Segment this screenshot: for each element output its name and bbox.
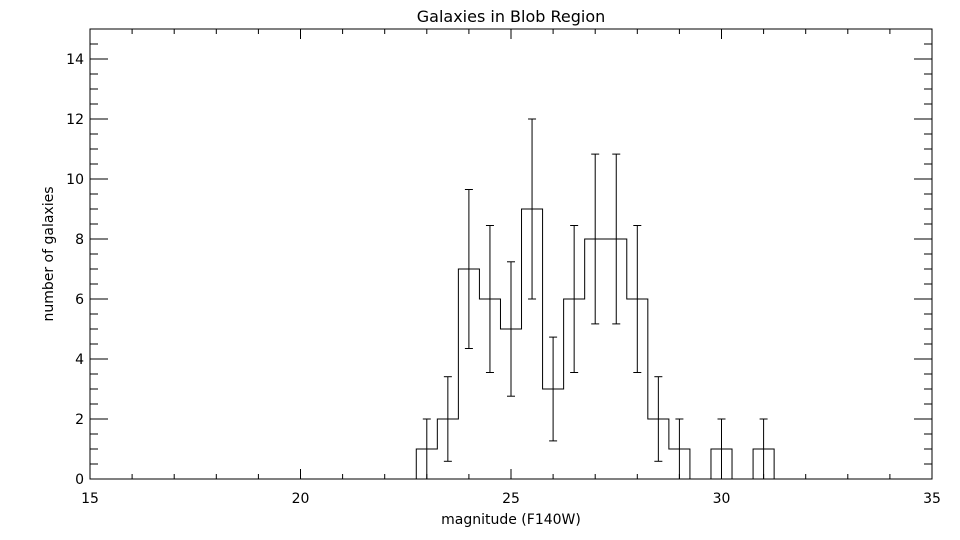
y-tick-label: 10 (66, 172, 84, 188)
error-bar (759, 418, 768, 480)
plot-frame (89, 28, 933, 480)
y-tick-label: 6 (75, 292, 84, 308)
y-tick-label: 4 (75, 352, 84, 368)
y-tick-label: 14 (66, 52, 84, 68)
x-tick-label: 35 (923, 491, 941, 507)
error-bar (570, 225, 579, 373)
x-tick-label: 25 (502, 491, 520, 507)
y-tick-label: 0 (75, 472, 84, 488)
y-tick-label: 12 (66, 112, 84, 128)
y-axis-label: number of galaxies (41, 186, 57, 321)
error-bar (675, 418, 684, 480)
x-tick-label: 30 (713, 491, 731, 507)
error-bar (612, 153, 621, 325)
chart-title: Galaxies in Blob Region (417, 7, 606, 26)
error-bar (654, 376, 663, 462)
error-bar (633, 225, 642, 373)
x-tick-label: 15 (81, 491, 99, 507)
error-bar (717, 418, 726, 480)
error-bar (485, 225, 494, 373)
axis-ticks (89, 28, 933, 480)
error-bars (422, 118, 768, 480)
error-bar (464, 189, 473, 349)
y-tick-label: 8 (75, 232, 84, 248)
error-bar (507, 261, 515, 397)
axis-tick-labels: 15 20 25 30 35 0 2 4 6 8 10 12 14 (66, 52, 941, 507)
x-tick-label: 20 (292, 491, 310, 507)
x-axis-label: magnitude (F140W) (441, 512, 581, 528)
y-tick-label: 2 (75, 412, 84, 428)
error-bar (591, 153, 600, 325)
error-bar (422, 418, 431, 480)
error-bar (549, 336, 558, 442)
error-bar (443, 376, 452, 462)
error-bar (528, 118, 537, 300)
